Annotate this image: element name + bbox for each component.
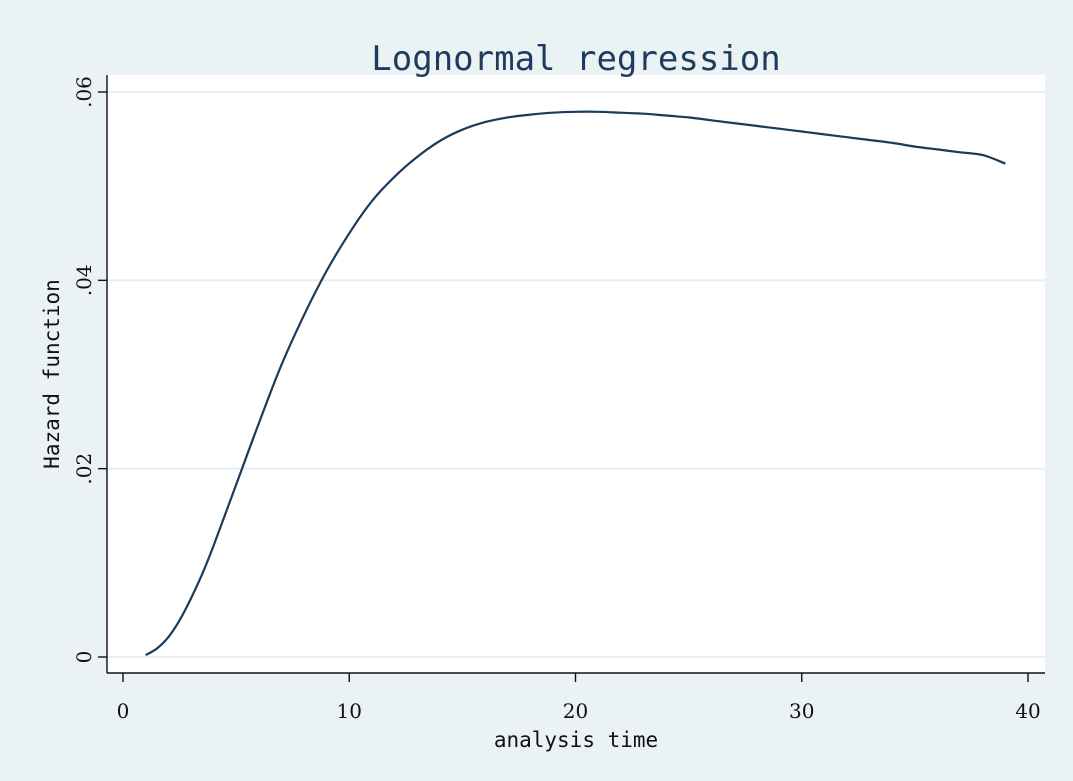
hazard-line — [145, 110, 1006, 657]
y-tick-label-1: .02 — [72, 453, 96, 485]
x-tick-label-2: 20 — [563, 699, 588, 723]
grid-lines — [107, 91, 1045, 658]
y-tick-label-3: .06 — [72, 76, 96, 108]
axes: 0 10 20 30 40 0 .02 .04 .06 — [72, 75, 1045, 723]
x-tick-label-4: 40 — [1015, 699, 1040, 723]
plot-area — [107, 75, 1045, 673]
x-tick-label-0: 0 — [117, 699, 130, 723]
y-tick-label-2: .04 — [72, 264, 96, 296]
y-axis-label: Hazard function — [40, 279, 64, 469]
chart-title: Lognormal regression — [371, 39, 780, 79]
x-tick-label-1: 10 — [337, 699, 362, 723]
x-tick-label-3: 30 — [789, 699, 814, 723]
y-tick-label-0: 0 — [72, 651, 96, 664]
x-axis-label: analysis time — [494, 728, 658, 752]
